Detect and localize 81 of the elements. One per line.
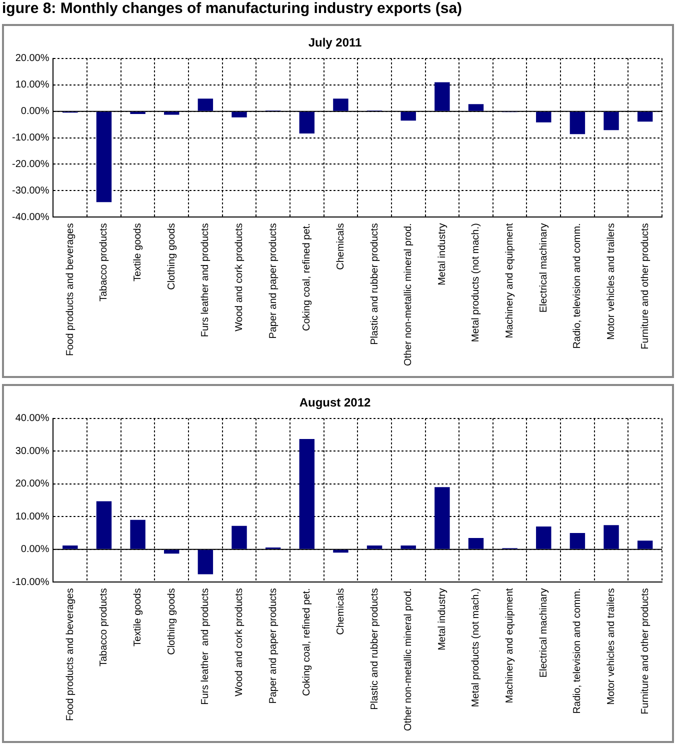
bar xyxy=(604,525,619,549)
x-tick-label: Tabacco products xyxy=(98,588,110,667)
x-tick-label: Clothing goods xyxy=(166,223,178,290)
x-tick-label: Radio, television and comm. xyxy=(572,223,584,349)
x-tick-label: Other non-metallic mineral prod. xyxy=(403,588,414,732)
bar xyxy=(198,550,214,574)
bar xyxy=(434,487,450,549)
bar xyxy=(366,545,382,549)
x-tick-label: Metal industry xyxy=(436,588,448,650)
bar xyxy=(164,550,180,554)
x-tick-label: Food products and beverages xyxy=(64,588,76,722)
bar xyxy=(62,545,78,549)
bar xyxy=(333,98,348,111)
x-tick-label: Tabacco products xyxy=(98,223,110,302)
x-tick-label: Radio, television and comm. xyxy=(572,588,584,714)
y-tick-label: 0.00% xyxy=(20,106,50,118)
chart-title: August 2012 xyxy=(299,396,371,410)
bar xyxy=(198,98,214,111)
bar xyxy=(570,112,586,134)
bar xyxy=(130,520,146,549)
x-tick-label: Machinery and equipment xyxy=(504,588,516,704)
x-tick-label: Wood and cork products xyxy=(234,588,246,696)
x-tick-label: Machinery and equipment xyxy=(504,222,516,338)
bar xyxy=(536,112,552,122)
y-tick-label: -30.00% xyxy=(12,185,50,196)
bar xyxy=(232,112,247,118)
bar xyxy=(604,112,619,130)
x-tick-label: Electrical machinary xyxy=(538,588,550,678)
x-tick-label: Textile goods xyxy=(132,588,144,647)
bar xyxy=(164,112,180,115)
x-tick-label: Wood and cork products xyxy=(234,223,246,332)
x-tick-label: Food products and beverages xyxy=(64,223,76,356)
bar xyxy=(637,540,653,549)
bar xyxy=(637,112,653,122)
bar xyxy=(400,545,416,549)
x-tick-label: Other non-metallic mineral prod. xyxy=(403,223,414,366)
y-tick-label: 40.00% xyxy=(15,413,50,424)
bar xyxy=(468,104,484,111)
x-tick-label: Coking coal, refined pet. xyxy=(302,588,313,696)
y-tick-label: 10.00% xyxy=(15,511,50,522)
text: igure 8: Monthly changes of manufacturing industry exports (sa) xyxy=(2,0,462,17)
bar xyxy=(96,501,112,549)
x-tick-label: Electrical machinary xyxy=(538,223,550,313)
bar xyxy=(299,112,315,134)
bar xyxy=(434,82,450,111)
chart-title: July 2011 xyxy=(308,36,362,50)
x-tick-label: Textile goods xyxy=(132,223,144,282)
bar xyxy=(299,439,315,549)
x-tick-label: Furs leather and products xyxy=(200,588,212,705)
x-tick-label: Paper and paper products xyxy=(268,588,279,704)
x-tick-label: Paper and paper products xyxy=(268,223,279,339)
x-tick-label: Furniture and other products xyxy=(640,223,651,350)
bar xyxy=(96,112,112,202)
bar xyxy=(570,533,586,549)
x-tick-label: Chemicals xyxy=(335,588,346,635)
x-tick-label: Furs leather and products xyxy=(200,223,212,338)
y-tick-label: 20.00% xyxy=(15,478,50,490)
x-tick-label: Metal products (not mach.) xyxy=(470,223,482,342)
y-tick-label: 20.00% xyxy=(15,53,50,64)
x-tick-label: Plastic and rubber products xyxy=(369,588,380,710)
y-tick-label: 30.00% xyxy=(15,446,50,457)
y-tick-label: -20.00% xyxy=(12,158,50,170)
x-tick-label: Metal products (not mach.) xyxy=(470,588,482,708)
bar xyxy=(333,550,348,553)
y-tick-label: -10.00% xyxy=(12,576,50,588)
bar xyxy=(536,526,552,549)
x-tick-label: Metal industry xyxy=(436,223,448,286)
x-tick-label: Furniture and other products xyxy=(640,588,651,714)
x-tick-label: Motor vehicles and trailers xyxy=(606,223,618,340)
y-tick-label: -40.00% xyxy=(12,212,50,223)
x-tick-label: Plastic and rubber products xyxy=(369,223,380,345)
bar xyxy=(400,112,416,121)
y-tick-label: 0.00% xyxy=(20,544,50,556)
y-tick-label: -10.00% xyxy=(12,132,50,144)
bar xyxy=(468,538,484,549)
x-tick-label: Motor vehicles and trailers xyxy=(606,588,618,705)
x-tick-label: Coking coal, refined pet. xyxy=(302,223,313,332)
x-tick-label: Clothing goods xyxy=(166,588,178,655)
x-tick-label: Chemicals xyxy=(335,223,346,270)
bar xyxy=(232,526,247,549)
y-tick-label: 10.00% xyxy=(15,80,50,91)
